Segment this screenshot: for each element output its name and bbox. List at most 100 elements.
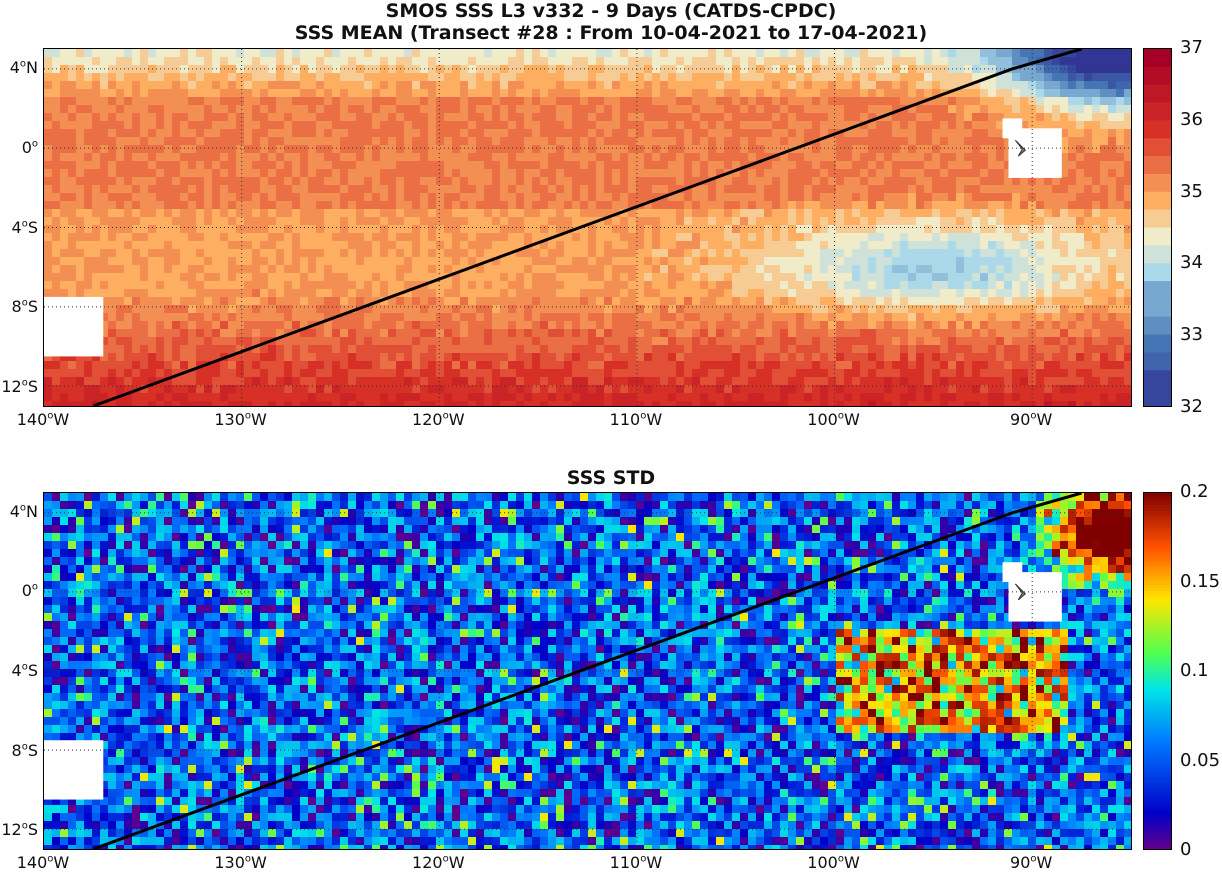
sss-mean-cell [708, 257, 716, 265]
sss-mean-cell [220, 273, 228, 281]
sss-mean-cell [860, 169, 868, 177]
sss-mean-cell [924, 193, 932, 201]
sss-mean-cell [68, 113, 76, 121]
sss-mean-cell [404, 129, 412, 137]
sss-mean-cell [684, 257, 692, 265]
sss-mean-cell [436, 289, 444, 297]
sss-mean-cell [724, 241, 732, 249]
sss-mean-cell [980, 305, 988, 313]
sss-mean-cell [212, 265, 220, 273]
sss-mean-cell [836, 121, 844, 129]
sss-mean-cell [156, 201, 164, 209]
sss-mean-cell [572, 281, 580, 289]
sss-mean-cell [156, 209, 164, 217]
sss-mean-cell [876, 177, 884, 185]
sss-mean-cell [452, 121, 460, 129]
sss-mean-cell [284, 145, 292, 153]
sss-mean-cell [1108, 297, 1116, 305]
sss-mean-cell [980, 225, 988, 233]
sss-mean-cell [292, 337, 300, 345]
sss-mean-cell [316, 297, 324, 305]
sss-mean-cell [964, 137, 972, 145]
sss-mean-cell [812, 49, 820, 57]
sss-mean-cell [404, 305, 412, 313]
sss-mean-cell [292, 217, 300, 225]
sss-mean-cell [204, 193, 212, 201]
sss-mean-cell [340, 217, 348, 225]
sss-mean-cell [452, 321, 460, 329]
sss-mean-cell [356, 225, 364, 233]
sss-mean-cell [868, 169, 876, 177]
sss-mean-cell [956, 89, 964, 97]
sss-mean-cell [172, 265, 180, 273]
sss-mean-cell [284, 225, 292, 233]
sss-mean-cell [548, 113, 556, 121]
sss-mean-cell [700, 321, 708, 329]
sss-mean-cell [476, 233, 484, 241]
sss-mean-cell [1020, 273, 1028, 281]
sss-mean-cell [868, 209, 876, 217]
sss-mean-cell [532, 113, 540, 121]
sss-mean-cell [236, 305, 244, 313]
sss-mean-cell [324, 273, 332, 281]
sss-mean-cell [868, 329, 876, 337]
sss-mean-cell [1052, 209, 1060, 217]
sss-mean-cell [340, 81, 348, 89]
sss-mean-cell [812, 329, 820, 337]
sss-mean-cell [932, 153, 940, 161]
sss-mean-cell [652, 49, 660, 57]
sss-mean-cell [172, 153, 180, 161]
sss-mean-cell [868, 137, 876, 145]
sss-mean-cell [676, 193, 684, 201]
sss-mean-cell [1092, 289, 1100, 297]
sss-mean-cell [380, 329, 388, 337]
sss-mean-cell [852, 89, 860, 97]
sss-mean-cell [132, 49, 140, 57]
sss-mean-cell [668, 113, 676, 121]
sss-mean-cell [676, 265, 684, 273]
sss-mean-cell [324, 193, 332, 201]
sss-mean-cell [500, 97, 508, 105]
sss-mean-cell [556, 49, 564, 57]
sss-mean-cell [676, 281, 684, 289]
sss-mean-cell [1116, 73, 1124, 81]
sss-mean-cell [1044, 105, 1052, 113]
sss-mean-cell [244, 257, 252, 265]
sss-mean-cell [444, 73, 452, 81]
sss-mean-cell [476, 185, 484, 193]
sss-mean-cell [652, 169, 660, 177]
sss-mean-cell [52, 81, 60, 89]
sss-mean-cell [460, 305, 468, 313]
sss-mean-cell [76, 193, 84, 201]
sss-mean-cell [596, 273, 604, 281]
sss-mean-cell [284, 329, 292, 337]
sss-mean-cell [844, 105, 852, 113]
sss-mean-cell [380, 185, 388, 193]
sss-mean-cell [1068, 129, 1076, 137]
sss-mean-cell [156, 89, 164, 97]
sss-mean-cell [1092, 225, 1100, 233]
sss-mean-cell [724, 257, 732, 265]
sss-mean-cell [1076, 329, 1084, 337]
sss-mean-cell [692, 73, 700, 81]
sss-mean-cell [892, 209, 900, 217]
sss-mean-cell [988, 313, 996, 321]
sss-mean-cell [1108, 265, 1116, 273]
sss-mean-cell [268, 137, 276, 145]
sss-mean-cell [84, 177, 92, 185]
sss-mean-cell [788, 177, 796, 185]
sss-mean-cell [812, 89, 820, 97]
sss-mean-cell [364, 297, 372, 305]
sss-mean-cell [900, 113, 908, 121]
sss-mean-cell [228, 209, 236, 217]
sss-mean-cell [508, 337, 516, 345]
sss-mean-cell [948, 297, 956, 305]
sss-mean-cell [236, 193, 244, 201]
sss-mean-cell [772, 193, 780, 201]
sss-mean-cell [556, 241, 564, 249]
sss-mean-cell [988, 265, 996, 273]
sss-mean-cell [572, 289, 580, 297]
sss-mean-cell [1100, 57, 1108, 65]
sss-mean-cell [1068, 193, 1076, 201]
sss-mean-cell [932, 97, 940, 105]
